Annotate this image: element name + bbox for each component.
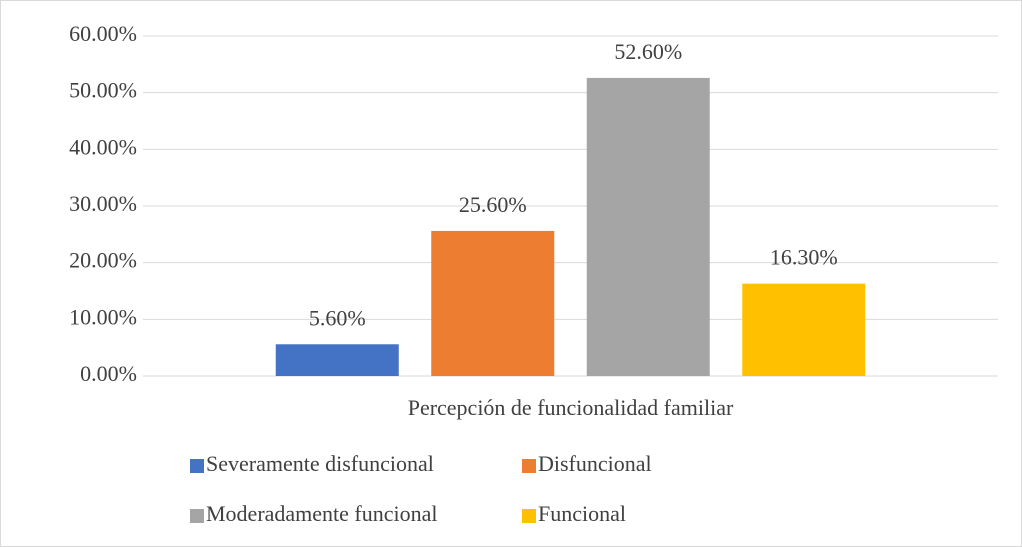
bar — [742, 283, 866, 376]
y-tick-label: 20.00% — [69, 248, 137, 273]
legend-swatch — [190, 509, 204, 523]
bar — [586, 77, 710, 376]
legend-label: Funcional — [538, 501, 626, 526]
bar — [275, 344, 399, 376]
y-tick-label: 0.00% — [80, 361, 137, 386]
data-label: 5.60% — [309, 305, 366, 330]
y-tick-label: 10.00% — [69, 304, 137, 329]
y-tick-label: 40.00% — [69, 134, 137, 159]
y-tick-label: 50.00% — [69, 78, 137, 103]
x-tick-label: Percepción de funcionalidad familiar — [408, 395, 734, 420]
y-tick-label: 30.00% — [69, 191, 137, 216]
legend-swatch — [522, 459, 536, 473]
legend-label: Moderadamente funcional — [206, 501, 438, 526]
legend-swatch — [190, 459, 204, 473]
legend-swatch — [522, 509, 536, 523]
data-label: 25.60% — [459, 192, 527, 217]
legend-label: Disfuncional — [538, 451, 652, 476]
bar — [431, 230, 555, 376]
y-tick-label: 60.00% — [69, 21, 137, 46]
data-label: 16.30% — [770, 245, 838, 270]
legend-label: Severamente disfuncional — [206, 451, 434, 476]
data-label: 52.60% — [614, 39, 682, 64]
